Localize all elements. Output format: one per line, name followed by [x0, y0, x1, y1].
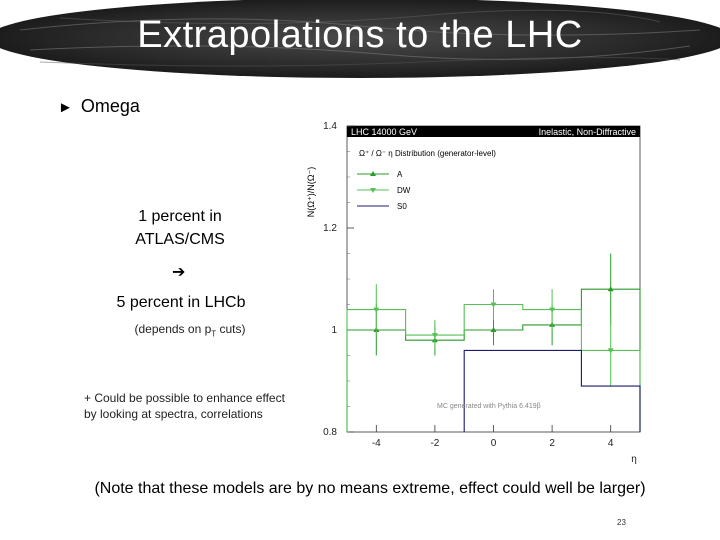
- plot-subtitle: Ω⁺ / Ω⁻ η Distribution (generator-level): [359, 149, 496, 158]
- plot-header-left: LHC 14000 GeV: [351, 127, 417, 137]
- y-tick-label-3: 1.4: [323, 122, 337, 132]
- omega-ratio-chart: LHC 14000 GeV Inelastic, Non-Diffractive Ω…: [306, 122, 641, 465]
- x-tick-label-4: 4: [608, 438, 614, 449]
- bullet-omega: ► Omega: [58, 96, 140, 117]
- y-tick-label-2: 1.2: [323, 223, 337, 234]
- data-point-DW-0: [373, 307, 380, 313]
- y-tick-label-1: 1: [331, 325, 337, 336]
- plot-header-bar: [347, 126, 640, 137]
- note-depends-sub: T: [211, 329, 217, 339]
- histogram-S0: [463, 349, 641, 432]
- legend-label-0: A: [397, 170, 403, 179]
- title-banner: Extrapolations to the LHC: [0, 0, 720, 78]
- data-point-DW-2: [490, 302, 497, 308]
- bullet-label: Omega: [80, 96, 140, 116]
- slide-title: Extrapolations to the LHC: [137, 14, 583, 56]
- note-enhance: + Could be possible to enhance effect by…: [84, 390, 314, 422]
- legend-label-2: S0: [397, 202, 407, 211]
- data-point-DW-4: [607, 348, 614, 354]
- note-enhance-line-1: + Could be possible to enhance effect: [84, 391, 285, 405]
- note-lhcb: 5 percent in LHCb: [116, 294, 246, 311]
- title-banner-bg: [0, 0, 720, 78]
- plot-footnote: MC generated with Pythia 6.419β: [437, 403, 541, 410]
- x-tick-label-2: 0: [491, 438, 497, 449]
- bullet-triangle-icon: ►: [58, 99, 73, 116]
- note-depends-post: cuts): [216, 322, 246, 336]
- bottom-note: (Note that these models are by no means …: [94, 480, 646, 497]
- note-atlas-cms: 1 percent in ATLAS/CMS: [100, 205, 260, 251]
- legend-marker-1: [370, 188, 376, 193]
- note-depends-pre: (depends on p: [134, 322, 212, 336]
- data-point-DW-3: [549, 307, 556, 313]
- data-point-DW-1: [431, 333, 438, 339]
- data-point-A-2: [490, 327, 497, 332]
- page-number: 23: [617, 518, 626, 527]
- note-line-2: ATLAS/CMS: [135, 231, 225, 248]
- plot-header-right: Inelastic, Non-Diffractive: [539, 127, 636, 137]
- x-tick-label-1: -2: [430, 438, 439, 449]
- legend-label-1: DW: [397, 186, 411, 195]
- x-tick-label-3: 2: [549, 438, 555, 449]
- y-tick-label-0: 0.8: [323, 427, 337, 438]
- legend-marker-0: [370, 171, 376, 176]
- note-depends-pt: (depends on pT cuts): [100, 322, 280, 338]
- note-enhance-line-2: by looking at spectra, correlations: [84, 407, 263, 421]
- x-axis-label: η: [631, 454, 637, 465]
- note-line-1: 1 percent in: [138, 208, 222, 225]
- y-axis-label: N(Ω⁺)/N(Ω⁻): [306, 167, 316, 217]
- data-point-A-4: [607, 286, 614, 292]
- right-arrow-icon: ➔: [172, 264, 186, 281]
- x-tick-label-0: -4: [372, 438, 381, 449]
